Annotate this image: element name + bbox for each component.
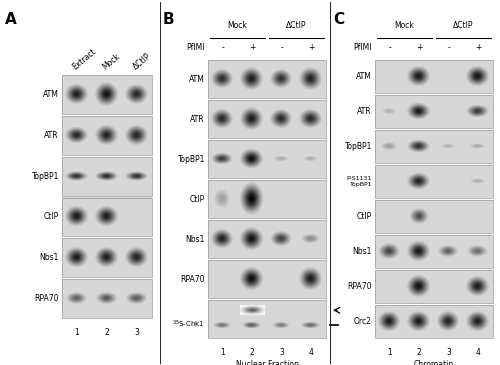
- Text: TopBP1: TopBP1: [344, 142, 372, 151]
- Bar: [208, 60, 326, 98]
- Text: -: -: [388, 43, 391, 53]
- Bar: [62, 75, 152, 114]
- Bar: [62, 116, 152, 155]
- Bar: [375, 95, 493, 128]
- Bar: [208, 140, 326, 178]
- Bar: [208, 100, 326, 138]
- Text: Nbs1: Nbs1: [352, 247, 372, 256]
- Bar: [62, 279, 152, 318]
- Text: -: -: [280, 43, 283, 53]
- Text: ATR: ATR: [358, 107, 372, 116]
- Text: RPA70: RPA70: [180, 274, 205, 284]
- Text: RPA70: RPA70: [348, 282, 372, 291]
- Text: $^{35}$S-Chk1: $^{35}$S-Chk1: [172, 319, 205, 330]
- Text: Nuclear Fraction: Nuclear Fraction: [236, 360, 298, 365]
- Text: ΔCtIP: ΔCtIP: [453, 21, 474, 30]
- Text: ΔCtIP: ΔCtIP: [131, 52, 152, 72]
- Text: ΔCtIP: ΔCtIP: [286, 21, 307, 30]
- Text: Nbs1: Nbs1: [40, 253, 59, 262]
- Text: B: B: [163, 12, 174, 27]
- Text: 1: 1: [388, 348, 392, 357]
- Bar: [375, 165, 493, 198]
- Bar: [375, 60, 493, 93]
- Bar: [208, 260, 326, 298]
- Bar: [375, 235, 493, 268]
- Text: Extract: Extract: [71, 47, 98, 72]
- Text: CtIP: CtIP: [357, 212, 372, 221]
- Text: +: +: [475, 43, 482, 53]
- Text: ATM: ATM: [356, 72, 372, 81]
- Bar: [62, 157, 152, 196]
- Text: -: -: [448, 43, 450, 53]
- Bar: [375, 130, 493, 163]
- Text: 4: 4: [309, 348, 314, 357]
- Bar: [62, 238, 152, 277]
- Text: +: +: [249, 43, 256, 53]
- Bar: [208, 220, 326, 258]
- Bar: [375, 200, 493, 233]
- Text: PflMI: PflMI: [354, 43, 372, 53]
- Bar: [62, 197, 152, 236]
- Bar: [375, 270, 493, 303]
- Text: ATM: ATM: [43, 90, 59, 99]
- Text: Nbs1: Nbs1: [186, 234, 205, 243]
- Text: Orc2: Orc2: [354, 317, 372, 326]
- Text: 2: 2: [417, 348, 422, 357]
- Text: Mock: Mock: [394, 21, 414, 30]
- Text: 2: 2: [104, 328, 110, 337]
- Text: Mock: Mock: [228, 21, 248, 30]
- Text: TopBP1: TopBP1: [32, 172, 59, 181]
- Text: CtIP: CtIP: [44, 212, 59, 222]
- Text: 4: 4: [476, 348, 480, 357]
- Text: PflMI: PflMI: [186, 43, 205, 53]
- Text: A: A: [5, 12, 17, 27]
- Text: RPA70: RPA70: [34, 294, 59, 303]
- Text: TopBP1: TopBP1: [178, 154, 205, 164]
- Text: ATM: ATM: [189, 74, 205, 84]
- Text: P-S1131
TopBP1: P-S1131 TopBP1: [347, 176, 372, 187]
- Text: 1: 1: [74, 328, 80, 337]
- Bar: [208, 300, 326, 338]
- Text: 3: 3: [280, 348, 284, 357]
- Text: +: +: [416, 43, 422, 53]
- Text: Mock: Mock: [101, 52, 122, 72]
- Text: ATR: ATR: [44, 131, 59, 140]
- Bar: [208, 180, 326, 218]
- Text: C: C: [333, 12, 344, 27]
- Text: 3: 3: [446, 348, 451, 357]
- Text: ATR: ATR: [190, 115, 205, 123]
- Text: 3: 3: [134, 328, 140, 337]
- Bar: [375, 305, 493, 338]
- Text: +: +: [308, 43, 314, 53]
- Text: 1: 1: [220, 348, 225, 357]
- Text: Chromatin: Chromatin: [414, 360, 454, 365]
- Text: -: -: [222, 43, 224, 53]
- Text: CtIP: CtIP: [190, 195, 205, 204]
- Text: 2: 2: [250, 348, 254, 357]
